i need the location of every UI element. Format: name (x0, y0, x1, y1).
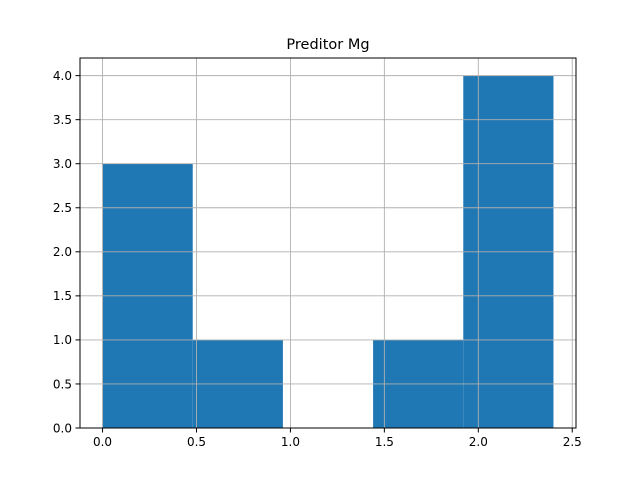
y-tick-label: 2.5 (53, 201, 72, 215)
y-tick-label: 4.0 (53, 69, 72, 83)
y-tick-label: 1.5 (53, 289, 72, 303)
grid (80, 58, 576, 429)
y-tick-label: 3.0 (53, 157, 72, 171)
x-tick-label: 0.5 (187, 435, 206, 449)
y-tick-label: 2.0 (53, 245, 72, 259)
x-tick-label: 0.0 (93, 435, 112, 449)
plot-frame (79, 57, 577, 429)
axes (79, 57, 577, 429)
y-tick-label: 0.0 (53, 421, 72, 435)
y-tick-label: 0.5 (53, 377, 72, 391)
y-tick-label: 1.0 (53, 333, 72, 347)
x-axis: 0.0 0.5 1.0 1.5 2.0 2.5 (93, 428, 582, 449)
chart-title: Preditor Mg (286, 37, 369, 53)
x-tick-label: 1.0 (281, 435, 300, 449)
x-tick-label: 2.0 (469, 435, 488, 449)
x-tick-label: 2.5 (563, 435, 582, 449)
y-tick-label: 3.5 (53, 113, 72, 127)
x-tick-label: 1.5 (375, 435, 394, 449)
y-axis: 0.0 0.5 1.0 1.5 2.0 2.5 3.0 3.5 4.0 (53, 69, 80, 435)
